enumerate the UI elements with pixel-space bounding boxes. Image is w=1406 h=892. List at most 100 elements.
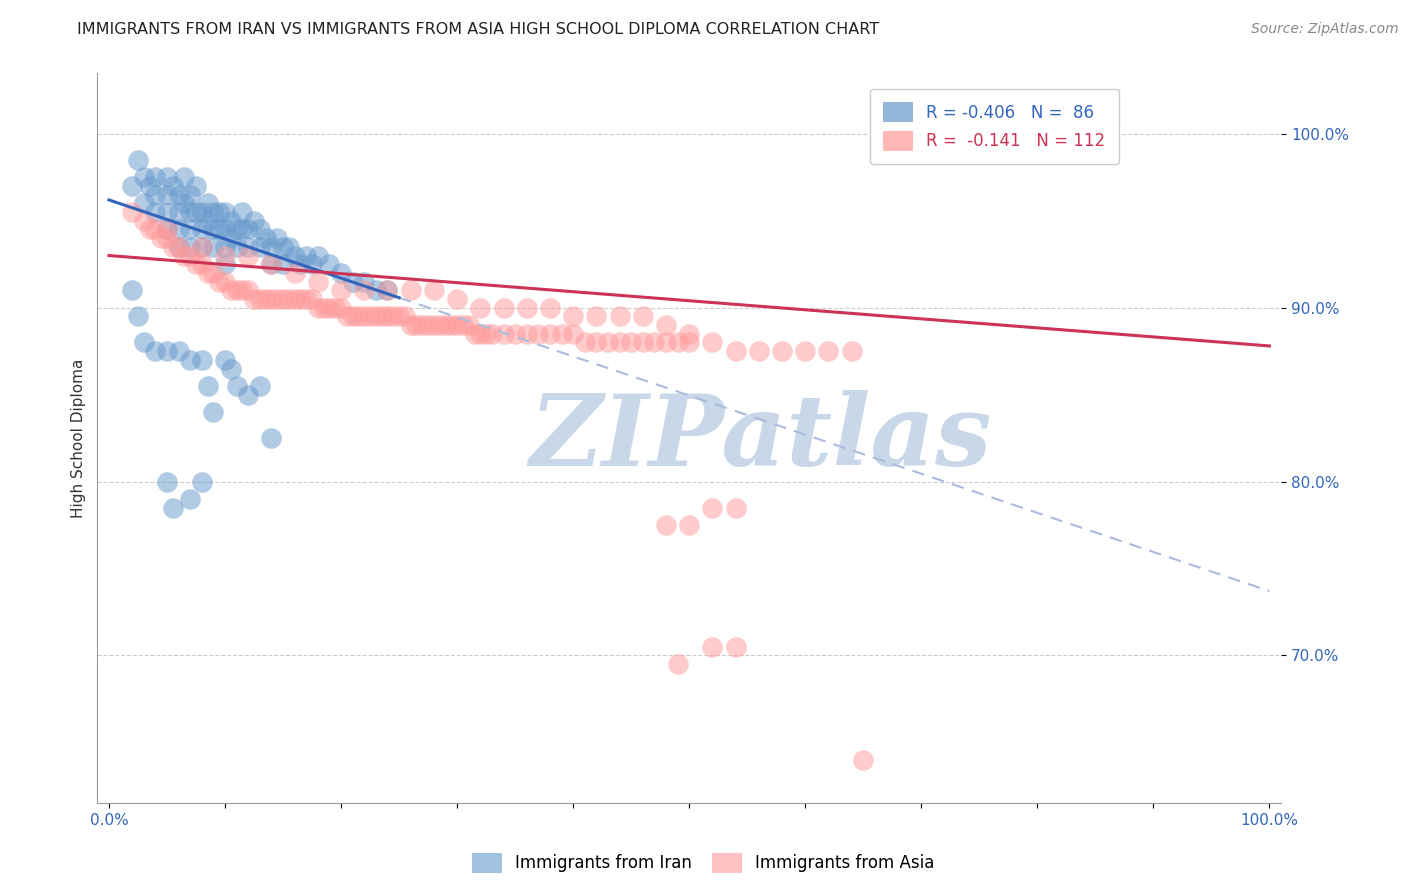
Point <box>503 326 526 341</box>
Point <box>702 640 724 654</box>
Point <box>260 431 283 445</box>
Point <box>585 310 607 324</box>
Point <box>156 344 179 359</box>
Point <box>266 231 288 245</box>
Point <box>429 318 451 332</box>
Point <box>191 352 214 367</box>
Point <box>271 257 294 271</box>
Point <box>538 301 561 315</box>
Point <box>353 275 375 289</box>
Point <box>231 205 253 219</box>
Point <box>724 500 747 515</box>
Text: ZIPatlas: ZIPatlas <box>529 390 991 486</box>
Point <box>470 301 492 315</box>
Point <box>145 187 167 202</box>
Point <box>284 266 307 280</box>
Point <box>301 257 323 271</box>
Point <box>260 240 283 254</box>
Legend: R = -0.406   N =  86, R =  -0.141   N = 112: R = -0.406 N = 86, R = -0.141 N = 112 <box>870 88 1119 164</box>
Point <box>145 344 167 359</box>
Point <box>342 310 364 324</box>
Point <box>277 292 299 306</box>
Point <box>446 318 468 332</box>
Point <box>184 179 207 194</box>
Point <box>330 283 353 297</box>
Point <box>156 222 179 236</box>
Point <box>238 387 260 401</box>
Point <box>307 248 329 262</box>
Point <box>167 240 190 254</box>
Point <box>145 170 167 185</box>
Point <box>191 257 214 271</box>
Point <box>295 292 318 306</box>
Point <box>184 205 207 219</box>
Point <box>132 196 155 211</box>
Point <box>197 266 219 280</box>
Point <box>307 275 329 289</box>
Point <box>969 127 991 141</box>
Point <box>666 657 689 672</box>
Point <box>162 240 184 254</box>
Point <box>353 310 375 324</box>
Point <box>162 500 184 515</box>
Point <box>794 344 817 359</box>
Point <box>492 326 515 341</box>
Point <box>249 222 271 236</box>
Point <box>179 187 201 202</box>
Point <box>238 283 260 297</box>
Point <box>184 257 207 271</box>
Point <box>231 222 253 236</box>
Point <box>179 240 201 254</box>
Point <box>678 518 700 533</box>
Point <box>179 222 201 236</box>
Point <box>197 196 219 211</box>
Point <box>132 213 155 227</box>
Point <box>841 344 863 359</box>
Point <box>225 379 247 393</box>
Point <box>173 248 195 262</box>
Point <box>191 240 214 254</box>
Point <box>562 310 585 324</box>
Point <box>596 335 619 350</box>
Point <box>127 153 149 167</box>
Point <box>470 326 492 341</box>
Point <box>249 240 271 254</box>
Point <box>336 310 359 324</box>
Point <box>167 205 190 219</box>
Point <box>342 275 364 289</box>
Point <box>399 283 422 297</box>
Point <box>167 240 190 254</box>
Point <box>457 318 479 332</box>
Point <box>191 205 214 219</box>
Point <box>655 518 678 533</box>
Point <box>852 753 875 767</box>
Point <box>434 318 457 332</box>
Point <box>202 405 225 419</box>
Point <box>238 240 260 254</box>
Point <box>748 344 770 359</box>
Point <box>724 640 747 654</box>
Point <box>399 318 422 332</box>
Text: IMMIGRANTS FROM IRAN VS IMMIGRANTS FROM ASIA HIGH SCHOOL DIPLOMA CORRELATION CHA: IMMIGRANTS FROM IRAN VS IMMIGRANTS FROM … <box>77 22 880 37</box>
Point <box>208 205 231 219</box>
Point <box>138 179 160 194</box>
Point <box>817 344 839 359</box>
Point <box>219 231 242 245</box>
Point <box>243 292 266 306</box>
Point <box>609 310 631 324</box>
Point <box>145 222 167 236</box>
Point <box>238 248 260 262</box>
Point <box>416 318 439 332</box>
Point <box>377 283 399 297</box>
Point <box>179 205 201 219</box>
Point <box>574 335 596 350</box>
Point <box>446 292 468 306</box>
Point <box>464 326 486 341</box>
Point <box>359 310 381 324</box>
Point <box>423 318 446 332</box>
Point <box>156 222 179 236</box>
Point <box>382 310 405 324</box>
Point <box>330 301 353 315</box>
Point <box>145 205 167 219</box>
Point <box>527 326 550 341</box>
